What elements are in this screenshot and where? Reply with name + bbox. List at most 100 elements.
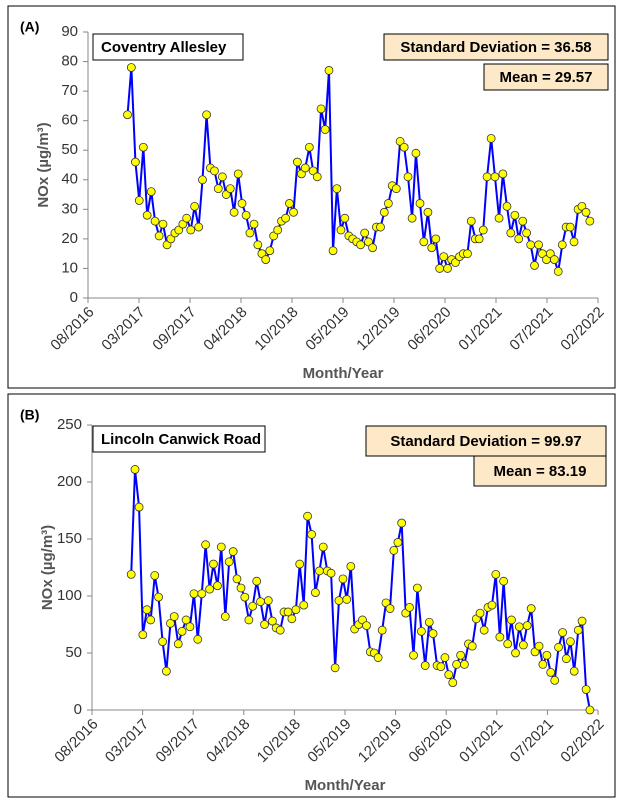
x-tick-label: 04/2018 (203, 716, 253, 766)
data-point (292, 157, 302, 167)
data-point (577, 201, 587, 211)
data-point (291, 605, 301, 615)
x-tick-label: 12/2019 (353, 304, 403, 354)
data-point (415, 199, 425, 208)
data-point (479, 625, 489, 635)
x-axis-title: Month/Year (303, 365, 384, 382)
data-point (245, 228, 255, 238)
data-point (546, 667, 556, 677)
data-point (577, 616, 587, 626)
data-point (134, 502, 144, 512)
data-point (185, 622, 195, 632)
data-point (518, 640, 528, 650)
data-point (256, 597, 265, 607)
data-point (166, 234, 176, 244)
data-point (585, 705, 595, 715)
x-tick-label: 03/2017 (98, 304, 148, 354)
x-tick-label: 12/2019 (355, 716, 405, 766)
data-point (312, 172, 322, 182)
data-point (260, 620, 269, 629)
data-point (202, 110, 211, 120)
data-point (534, 641, 544, 651)
data-point (232, 574, 242, 584)
data-point (549, 255, 559, 264)
x-tick-label: 05/2019 (302, 304, 352, 354)
data-point (399, 142, 409, 152)
y-axis-title: NOx (µg/m³) (39, 525, 56, 610)
data-point (326, 568, 336, 578)
data-point (283, 607, 293, 617)
annotation: Standard Deviation = 99.97 (390, 433, 581, 450)
data-point (205, 584, 215, 594)
data-point (409, 650, 418, 660)
data-point (397, 518, 407, 528)
x-tick-label: 09/2017 (152, 716, 202, 766)
data-point (158, 219, 168, 229)
data-point (405, 603, 414, 612)
data-point (304, 142, 314, 152)
data-point (220, 612, 230, 621)
data-point (419, 237, 429, 247)
y-tick-label: 200 (57, 473, 82, 490)
data-point (482, 172, 492, 182)
data-point (320, 125, 330, 134)
y-tick-label: 30 (61, 200, 78, 217)
data-point (186, 225, 196, 235)
data-point (249, 219, 259, 229)
y-tick-label: 0 (74, 701, 82, 718)
data-point (503, 639, 513, 649)
data-point (330, 663, 340, 673)
y-tick-label: 90 (61, 23, 78, 40)
data-point (395, 136, 405, 146)
data-point (420, 661, 430, 670)
data-point (393, 538, 403, 547)
data-point (213, 581, 222, 591)
data-point (194, 222, 204, 232)
data-point (573, 625, 583, 635)
x-tick-label: 10/2018 (251, 304, 301, 354)
x-tick-label: 06/2020 (405, 716, 455, 766)
data-point (534, 240, 543, 250)
x-tick-label: 09/2017 (149, 304, 199, 354)
data-point (146, 615, 156, 625)
panel-label: (B) (20, 407, 39, 423)
data-point (241, 210, 251, 220)
annotation: Mean = 83.19 (494, 463, 587, 480)
y-axis-title: NOx (µg/m³) (35, 122, 52, 207)
data-point (158, 637, 167, 646)
y-tick-label: 40 (61, 171, 78, 188)
data-point (566, 637, 575, 646)
data-point (209, 559, 218, 569)
data-point (569, 237, 579, 247)
y-tick-label: 20 (61, 230, 78, 247)
data-point (460, 660, 469, 669)
data-point (166, 618, 175, 628)
data-point (412, 583, 422, 593)
x-tick-label: 03/2017 (102, 716, 152, 766)
y-tick-label: 0 (70, 289, 78, 306)
data-point (431, 234, 441, 244)
data-point (385, 604, 395, 613)
data-point (364, 237, 373, 247)
data-point (495, 632, 505, 642)
data-point (190, 201, 199, 211)
data-point (452, 660, 461, 669)
data-point (142, 210, 152, 220)
title-box (92, 33, 244, 61)
data-point (332, 184, 342, 194)
data-point (237, 199, 247, 208)
annotation-box (483, 63, 609, 91)
data-point (478, 225, 488, 235)
data-point (275, 625, 285, 635)
x-tick-label: 06/2020 (404, 304, 454, 354)
data-point (494, 213, 504, 223)
data-point (150, 571, 160, 580)
data-point (436, 662, 446, 672)
data-point (530, 261, 539, 270)
data-point (507, 615, 516, 625)
data-point (526, 240, 536, 250)
data-point (506, 228, 516, 238)
data-point (542, 650, 552, 660)
data-point (498, 169, 508, 179)
x-axis-title: Month/Year (305, 777, 386, 794)
